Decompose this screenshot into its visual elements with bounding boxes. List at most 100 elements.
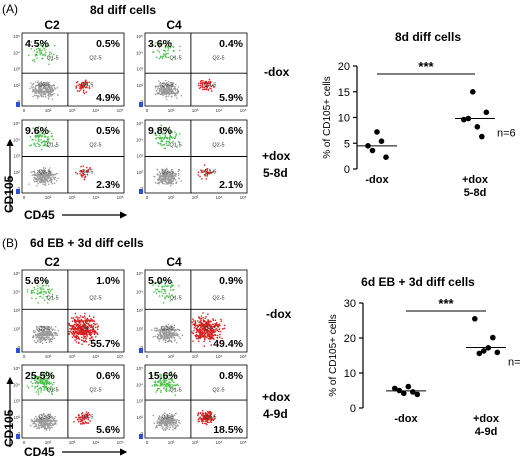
tick-label-y: 10⁴ (136, 290, 143, 295)
gate-name: Q4-5 (204, 414, 216, 420)
tick-label-y: 10² (13, 327, 20, 332)
gate-name: Q1-5 (169, 296, 181, 302)
tick-label-x: 10² (168, 108, 175, 113)
q2-percentage: 0.8% (219, 370, 244, 382)
tick-label-x: 10⁴ (93, 108, 100, 113)
tick-label-x: 10² (168, 195, 175, 200)
q4-percentage: 18.5% (213, 424, 243, 436)
q4-percentage: 5.6% (96, 424, 121, 436)
flow-plot: Q1-5 Q2-5 Q3-5 Q4-5 10⁵ 10⁴ 10³ 10² 00 10² 10³ 10⁴ 1… (136, 32, 248, 113)
tick-label-y: 10⁵ (13, 366, 20, 371)
tick-label-x: 0 (23, 108, 26, 113)
y-tick-label: 5 (344, 138, 350, 150)
gate-name: Q2-5 (212, 387, 224, 393)
tick-label-x: 10⁵ (240, 354, 247, 359)
data-point (474, 124, 481, 130)
axis-marker-icon (139, 434, 143, 439)
gate-name: Q2-5 (89, 142, 101, 148)
gate-name: Q3-5 (38, 169, 50, 175)
tick-label-y: 10² (136, 415, 143, 420)
data-point (383, 154, 389, 160)
tick-label-y: 10⁴ (136, 382, 143, 387)
gate-name: Q4-5 (204, 82, 216, 88)
event-dots (151, 370, 216, 431)
gate-name: Q4-5 (81, 414, 93, 420)
gate-name: Q3-5 (161, 82, 173, 88)
category-label: +dox (462, 174, 489, 186)
data-point (378, 138, 385, 144)
q2-percentage: 0.4% (219, 38, 244, 50)
tick-label-y: 10⁴ (136, 137, 143, 142)
row-label-b0: -dox (266, 307, 292, 321)
row-label-a0: -dox (264, 65, 290, 79)
tick-label-y: 10³ (136, 399, 143, 404)
y-tick-label: 0 (350, 403, 356, 415)
category-label: -dox (365, 174, 389, 186)
tick-label-y: 0 (140, 345, 143, 350)
y-axis-label: % of CD105+ cells (328, 314, 339, 397)
tick-label-y: 10² (13, 170, 20, 175)
data-point (405, 383, 412, 390)
tick-label-x: 10⁵ (117, 195, 124, 200)
y-axis-label: CD105 (2, 409, 16, 447)
sample-size-label: n=6 (497, 128, 516, 140)
tick-label-x: 10² (168, 440, 175, 445)
tick-label-y: 0 (17, 99, 20, 104)
axis-marker-icon (139, 348, 143, 353)
tick-label-x: 10⁴ (93, 195, 100, 200)
data-point (472, 316, 478, 322)
row-label-a1: +dox (262, 149, 291, 163)
tick-label-x: 10³ (69, 108, 76, 113)
q2-percentage: 0.6% (219, 125, 244, 137)
y-tick-label: 15 (338, 87, 350, 99)
tick-label-x: 10² (45, 354, 52, 359)
gate-name: Q1-5 (46, 387, 58, 393)
gate-name: Q1-5 (46, 55, 58, 61)
tick-label-y: 10⁴ (13, 137, 20, 142)
axis-marker-icon (16, 434, 20, 439)
gate-name: Q2-5 (89, 387, 101, 393)
panel-b-letter: (B) (2, 236, 18, 250)
flow-plot: Q1-5 Q2-5 Q3-5 Q4-5 10⁵ 10⁴ 10³ 10² 00 10² 10³ 10⁴ 1… (136, 119, 248, 200)
tick-label-y: 0 (17, 431, 20, 436)
row-sublabel-a1: 5-8d (263, 166, 288, 180)
panel-b-title: 6d EB + 3d diff cells (30, 236, 144, 250)
tick-label-x: 10⁴ (216, 108, 223, 113)
q1-percentage: 9.6% (25, 125, 50, 137)
panel-a-clone-2: C4 (166, 18, 182, 32)
tick-label-y: 10² (136, 327, 143, 332)
panel-a-clone-1: C2 (44, 18, 60, 32)
tick-label-y: 10⁴ (136, 50, 143, 55)
y-tick-label: 10 (338, 113, 350, 125)
data-point (494, 349, 501, 356)
axis-marker-icon (16, 348, 20, 353)
q2-percentage: 0.5% (96, 125, 121, 137)
tick-label-x: 0 (23, 354, 26, 359)
gate-name: Q1-5 (46, 142, 58, 148)
chart-b-title: 6d EB + 3d diff cells (361, 275, 475, 289)
tick-label-x: 0 (146, 354, 149, 359)
tick-label-y: 10⁴ (13, 50, 20, 55)
tick-label-x: 10³ (192, 440, 199, 445)
tick-label-x: 10³ (192, 108, 199, 113)
tick-label-y: 10³ (13, 67, 20, 72)
flow-plot: Q1-5 Q2-5 Q3-5 Q4-5 10⁵ 10⁴ 10³ 10² 00 10² 10³ 10⁴ 1… (13, 364, 125, 445)
x-axis-label: CD45 (24, 445, 55, 459)
panel-a: (A) 8d diff cells C2 C4 Q1-5 Q2-5 Q3-5 Q4-5… (2, 2, 516, 222)
tick-label-x: 10⁵ (117, 354, 124, 359)
row-label-b1: +dox (262, 390, 291, 404)
tick-label-x: 10³ (69, 195, 76, 200)
q1-percentage: 4.5% (25, 38, 50, 50)
tick-label-x: 10⁴ (93, 354, 100, 359)
tick-label-y: 0 (17, 345, 20, 350)
tick-label-x: 0 (146, 440, 149, 445)
tick-label-y: 10² (136, 170, 143, 175)
gate-name: Q3-5 (38, 414, 50, 420)
gate-name: Q2-5 (212, 296, 224, 302)
data-point (369, 147, 376, 154)
event-dots (26, 281, 100, 346)
tick-label-x: 10⁵ (117, 108, 124, 113)
tick-label-y: 10⁵ (13, 34, 20, 39)
data-point (470, 89, 476, 95)
